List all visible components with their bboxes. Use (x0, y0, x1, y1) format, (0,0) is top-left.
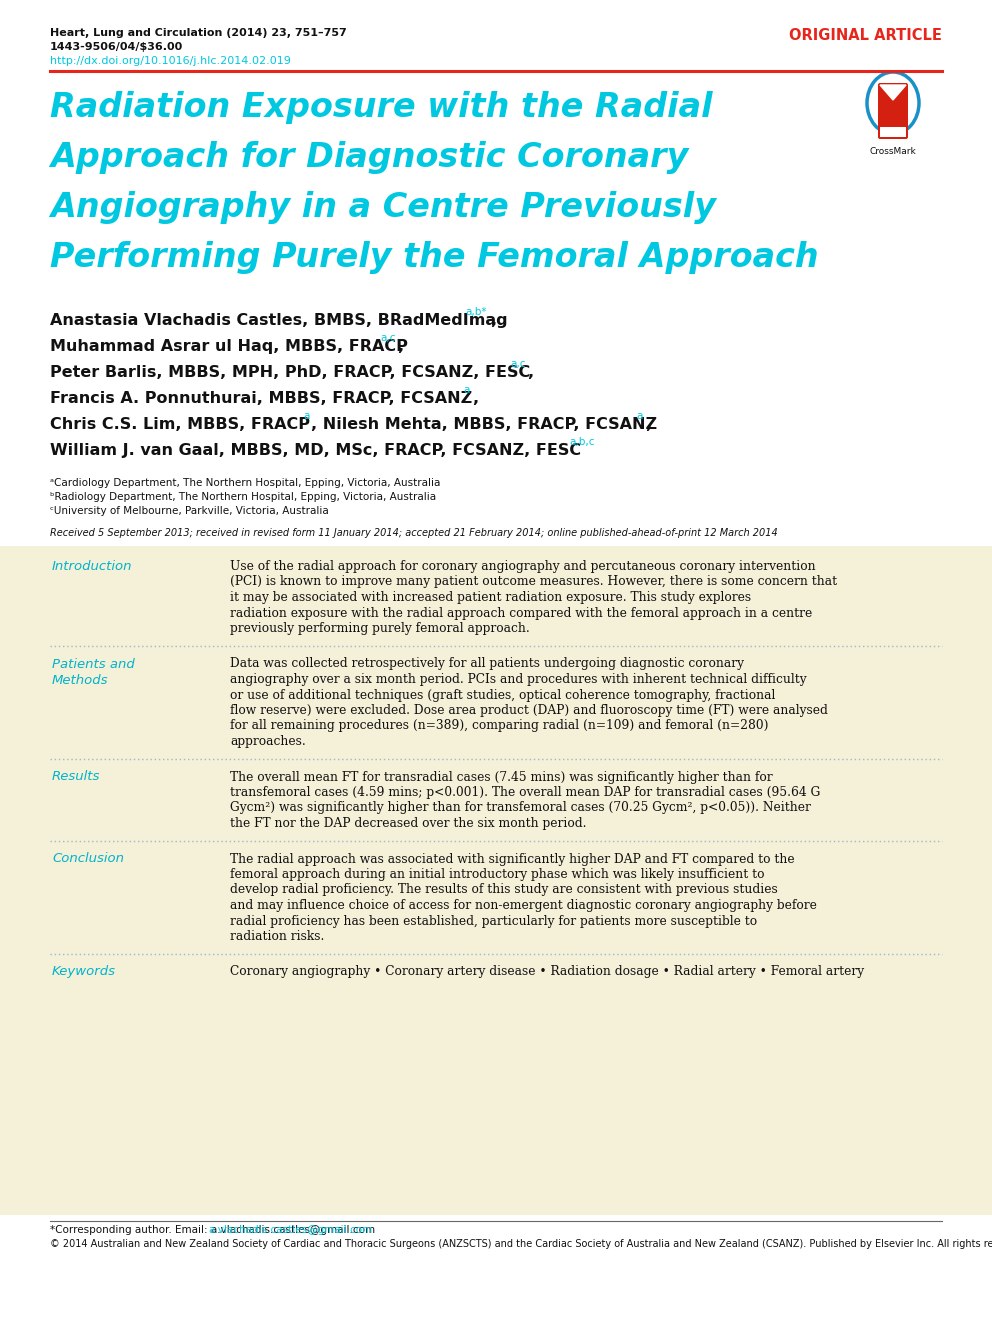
Text: or use of additional techniques (graft studies, optical coherence tomography, fr: or use of additional techniques (graft s… (230, 688, 776, 701)
Text: Coronary angiography • Coronary artery disease • Radiation dosage • Radial arter: Coronary angiography • Coronary artery d… (230, 966, 864, 979)
Text: radiation exposure with the radial approach compared with the femoral approach i: radiation exposure with the radial appro… (230, 606, 812, 619)
Text: © 2014 Australian and New Zealand Society of Cardiac and Thoracic Surgeons (ANZS: © 2014 Australian and New Zealand Societ… (50, 1240, 992, 1249)
Text: transfemoral cases (4.59 mins; p<0.001). The overall mean DAP for transradial ca: transfemoral cases (4.59 mins; p<0.001).… (230, 786, 820, 799)
Text: Heart, Lung and Circulation (2014) 23, 751–757: Heart, Lung and Circulation (2014) 23, 7… (50, 28, 347, 38)
Text: *Corresponding author. Email: a.vlachadis.castles@gmail.com: *Corresponding author. Email: a.vlachadi… (50, 1225, 375, 1234)
Text: Patients and: Patients and (52, 658, 135, 671)
Text: ,: , (527, 365, 533, 380)
Text: Gycm²) was significantly higher than for transfemoral cases (70.25 Gycm², p<0.05: Gycm²) was significantly higher than for… (230, 802, 810, 815)
Text: approaches.: approaches. (230, 736, 306, 747)
Text: Introduction: Introduction (52, 560, 133, 573)
Text: a,b,c: a,b,c (569, 437, 594, 447)
Text: Peter Barlis, MBBS, MPH, PhD, FRACP, FCSANZ, FESC: Peter Barlis, MBBS, MPH, PhD, FRACP, FCS… (50, 365, 531, 380)
Text: Angiography in a Centre Previously: Angiography in a Centre Previously (50, 191, 716, 224)
Text: Chris C.S. Lim, MBBS, FRACP: Chris C.S. Lim, MBBS, FRACP (50, 417, 310, 433)
Text: Methods: Methods (52, 673, 108, 687)
Text: , Nilesh Mehta, MBBS, FRACP, FCSANZ: , Nilesh Mehta, MBBS, FRACP, FCSANZ (311, 417, 657, 433)
Text: ,: , (397, 339, 403, 355)
Text: a,c: a,c (510, 359, 526, 369)
Text: Radiation Exposure with the Radial: Radiation Exposure with the Radial (50, 91, 712, 124)
Text: a: a (463, 385, 469, 396)
Text: Results: Results (52, 770, 100, 783)
Text: the FT nor the DAP decreased over the six month period.: the FT nor the DAP decreased over the si… (230, 818, 586, 830)
Text: a: a (303, 411, 310, 421)
Text: ᵇRadiology Department, The Northern Hospital, Epping, Victoria, Australia: ᵇRadiology Department, The Northern Hosp… (50, 492, 436, 501)
Text: a.vlachadis.castles@gmail.com: a.vlachadis.castles@gmail.com (208, 1225, 372, 1234)
Text: angiography over a six month period. PCIs and procedures with inherent technical: angiography over a six month period. PCI… (230, 673, 806, 687)
Text: Received 5 September 2013; received in revised form 11 January 2014; accepted 21: Received 5 September 2013; received in r… (50, 528, 778, 538)
Text: Conclusion: Conclusion (52, 852, 124, 865)
Text: Performing Purely the Femoral Approach: Performing Purely the Femoral Approach (50, 241, 818, 274)
Text: and may influence choice of access for non-emergent diagnostic coronary angiogra: and may influence choice of access for n… (230, 900, 816, 912)
Text: Francis A. Ponnuthurai, MBBS, FRACP, FCSANZ: Francis A. Ponnuthurai, MBBS, FRACP, FCS… (50, 392, 472, 406)
Text: radiation risks.: radiation risks. (230, 930, 324, 943)
Text: a,c: a,c (380, 333, 396, 343)
Text: William J. van Gaal, MBBS, MD, MSc, FRACP, FCSANZ, FESC: William J. van Gaal, MBBS, MD, MSc, FRAC… (50, 443, 581, 458)
Text: ᶜUniversity of Melbourne, Parkville, Victoria, Australia: ᶜUniversity of Melbourne, Parkville, Vic… (50, 505, 328, 516)
Text: Anastasia Vlachadis Castles, BMBS, BRadMedImag: Anastasia Vlachadis Castles, BMBS, BRadM… (50, 314, 508, 328)
Text: http://dx.doi.org/10.1016/j.hlc.2014.02.019: http://dx.doi.org/10.1016/j.hlc.2014.02.… (50, 56, 291, 66)
Text: a: a (636, 411, 643, 421)
Text: for all remaining procedures (n=389), comparing radial (n=109) and femoral (n=28: for all remaining procedures (n=389), co… (230, 720, 769, 733)
Text: radial proficiency has been established, particularly for patients more suscepti: radial proficiency has been established,… (230, 914, 757, 927)
Polygon shape (880, 85, 906, 101)
Text: ORIGINAL ARTICLE: ORIGINAL ARTICLE (789, 28, 942, 44)
Text: Approach for Diagnostic Coronary: Approach for Diagnostic Coronary (50, 142, 688, 175)
Text: femoral approach during an initial introductory phase which was likely insuffici: femoral approach during an initial intro… (230, 868, 765, 881)
Text: it may be associated with increased patient radiation exposure. This study explo: it may be associated with increased pati… (230, 591, 751, 605)
Text: The radial approach was associated with significantly higher DAP and FT compared: The radial approach was associated with … (230, 852, 795, 865)
FancyBboxPatch shape (878, 83, 908, 139)
FancyBboxPatch shape (0, 546, 992, 1215)
Text: Data was collected retrospectively for all patients undergoing diagnostic corona: Data was collected retrospectively for a… (230, 658, 744, 671)
Text: Muhammad Asrar ul Haq, MBBS, FRACP: Muhammad Asrar ul Haq, MBBS, FRACP (50, 339, 408, 355)
Text: The overall mean FT for transradial cases (7.45 mins) was significantly higher t: The overall mean FT for transradial case… (230, 770, 773, 783)
Text: ,: , (472, 392, 478, 406)
Text: ,: , (645, 417, 651, 433)
Text: previously performing purely femoral approach.: previously performing purely femoral app… (230, 622, 530, 635)
Text: 1443-9506/04/$36.00: 1443-9506/04/$36.00 (50, 42, 184, 52)
Text: ,: , (490, 314, 496, 328)
Text: ᵃCardiology Department, The Northern Hospital, Epping, Victoria, Australia: ᵃCardiology Department, The Northern Hos… (50, 478, 440, 488)
Text: Keywords: Keywords (52, 966, 116, 979)
FancyBboxPatch shape (880, 127, 906, 138)
Text: flow reserve) were excluded. Dose area product (DAP) and fluoroscopy time (FT) w: flow reserve) were excluded. Dose area p… (230, 704, 828, 717)
Text: (PCI) is known to improve many patient outcome measures. However, there is some : (PCI) is known to improve many patient o… (230, 576, 837, 589)
Text: Use of the radial approach for coronary angiography and percutaneous coronary in: Use of the radial approach for coronary … (230, 560, 815, 573)
Text: develop radial proficiency. The results of this study are consistent with previo: develop radial proficiency. The results … (230, 884, 778, 897)
Text: CrossMark: CrossMark (870, 147, 917, 156)
Text: a,b*: a,b* (465, 307, 486, 318)
